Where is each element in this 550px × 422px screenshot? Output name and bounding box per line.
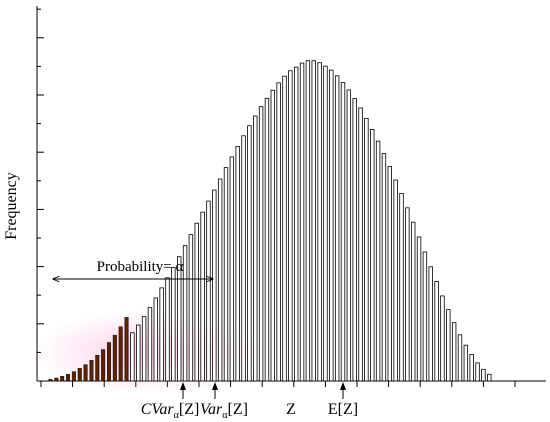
probability-annotation: Probability= α bbox=[53, 259, 213, 279]
histogram-bar bbox=[334, 75, 340, 382]
histogram-bar bbox=[153, 297, 158, 382]
marker-label: E[Z] bbox=[328, 401, 358, 418]
histogram-bar bbox=[188, 234, 194, 382]
probability-label: Probability= α bbox=[97, 259, 184, 275]
histogram-bar bbox=[416, 236, 422, 382]
histogram-bar bbox=[393, 179, 398, 382]
histogram-bars bbox=[48, 60, 492, 382]
histogram-bar bbox=[440, 295, 445, 382]
histogram-bar bbox=[405, 207, 410, 382]
histogram-bar bbox=[165, 277, 170, 382]
histogram-bar bbox=[276, 82, 281, 382]
histogram-bar bbox=[171, 267, 176, 382]
histogram-bar bbox=[346, 89, 352, 382]
tail-bar bbox=[95, 355, 100, 382]
tail-bar bbox=[118, 326, 123, 382]
histogram-bar bbox=[475, 362, 480, 382]
marker-2: Varα[Z] bbox=[200, 382, 248, 421]
histogram-bar bbox=[323, 65, 328, 382]
histogram-bar bbox=[147, 307, 153, 382]
histogram-bar bbox=[136, 324, 141, 382]
tail-bar bbox=[71, 371, 76, 382]
histogram-bar bbox=[317, 62, 322, 382]
histogram-bar bbox=[293, 66, 299, 382]
tail-bar bbox=[112, 334, 117, 382]
histogram-bar bbox=[364, 117, 369, 382]
histogram-bar bbox=[381, 153, 387, 382]
marker-label: Varα[Z] bbox=[200, 401, 248, 421]
marker-arrowhead bbox=[212, 382, 218, 390]
tail-bar bbox=[124, 317, 129, 382]
histogram-bar bbox=[253, 115, 258, 382]
y-axis-ticks bbox=[37, 8, 44, 353]
histogram-bar bbox=[370, 129, 375, 382]
histogram-bar bbox=[176, 256, 182, 382]
histogram-bar bbox=[182, 245, 188, 382]
marker-label: CVarα[Z] bbox=[141, 401, 200, 421]
histogram-bar bbox=[223, 167, 229, 382]
x-axis-markers: CVarα[Z] Varα[Z] Z E[Z] bbox=[141, 382, 358, 421]
histogram-bar bbox=[352, 98, 357, 382]
histogram-bar bbox=[434, 281, 439, 382]
histogram-bar bbox=[428, 266, 433, 382]
histogram-bar bbox=[299, 62, 305, 382]
histogram-bar bbox=[457, 334, 463, 382]
marker-label: Z bbox=[286, 401, 296, 418]
histogram-bar bbox=[451, 322, 457, 382]
histogram-bar bbox=[200, 211, 205, 382]
histogram-bar bbox=[305, 60, 311, 382]
histogram-bar bbox=[206, 200, 211, 382]
histogram-bar bbox=[159, 287, 164, 382]
tail-bar bbox=[60, 376, 65, 382]
histogram-bar bbox=[410, 221, 416, 382]
histogram-bar bbox=[329, 69, 334, 382]
histogram-bar bbox=[141, 316, 147, 382]
marker-4: E[Z] bbox=[328, 382, 358, 418]
tail-bar bbox=[66, 374, 71, 382]
marker-arrowhead bbox=[180, 382, 186, 390]
histogram-bar bbox=[481, 368, 486, 382]
histogram-bar bbox=[311, 60, 316, 382]
histogram-bar bbox=[217, 178, 223, 382]
histogram-bar bbox=[282, 75, 287, 382]
histogram-bar bbox=[288, 70, 293, 382]
tail-bar bbox=[89, 360, 94, 382]
tail-bar bbox=[101, 349, 106, 382]
tail-bar bbox=[83, 364, 88, 382]
tail-bar bbox=[48, 379, 53, 382]
histogram-bar bbox=[469, 354, 474, 382]
histogram-bar bbox=[194, 222, 199, 382]
histogram-bar bbox=[387, 166, 392, 382]
marker-arrowhead bbox=[340, 382, 346, 390]
histogram-bar bbox=[247, 125, 252, 382]
histogram-bar bbox=[270, 89, 275, 382]
tail-bar bbox=[106, 342, 111, 382]
tail-bar bbox=[54, 377, 59, 382]
histogram-bar bbox=[375, 140, 381, 382]
tail-bar bbox=[77, 368, 82, 382]
histogram-bar bbox=[235, 146, 240, 382]
histogram-bar bbox=[258, 106, 264, 382]
histogram-bar bbox=[130, 332, 135, 382]
marker-3: Z bbox=[286, 401, 296, 418]
y-axis-label: Frequency bbox=[3, 172, 20, 240]
histogram-bar bbox=[340, 82, 346, 382]
histogram-bar bbox=[229, 156, 235, 382]
histogram-bar bbox=[487, 373, 492, 382]
histogram-bar bbox=[463, 344, 469, 382]
histogram-bar bbox=[399, 192, 404, 382]
histogram-bar bbox=[264, 97, 270, 382]
histogram-bar bbox=[446, 309, 451, 382]
histogram-bar bbox=[358, 107, 363, 382]
histogram-bar bbox=[212, 189, 217, 382]
histogram-bar bbox=[241, 135, 246, 382]
histogram-bar bbox=[422, 251, 428, 382]
marker-1: CVarα[Z] bbox=[141, 382, 200, 421]
